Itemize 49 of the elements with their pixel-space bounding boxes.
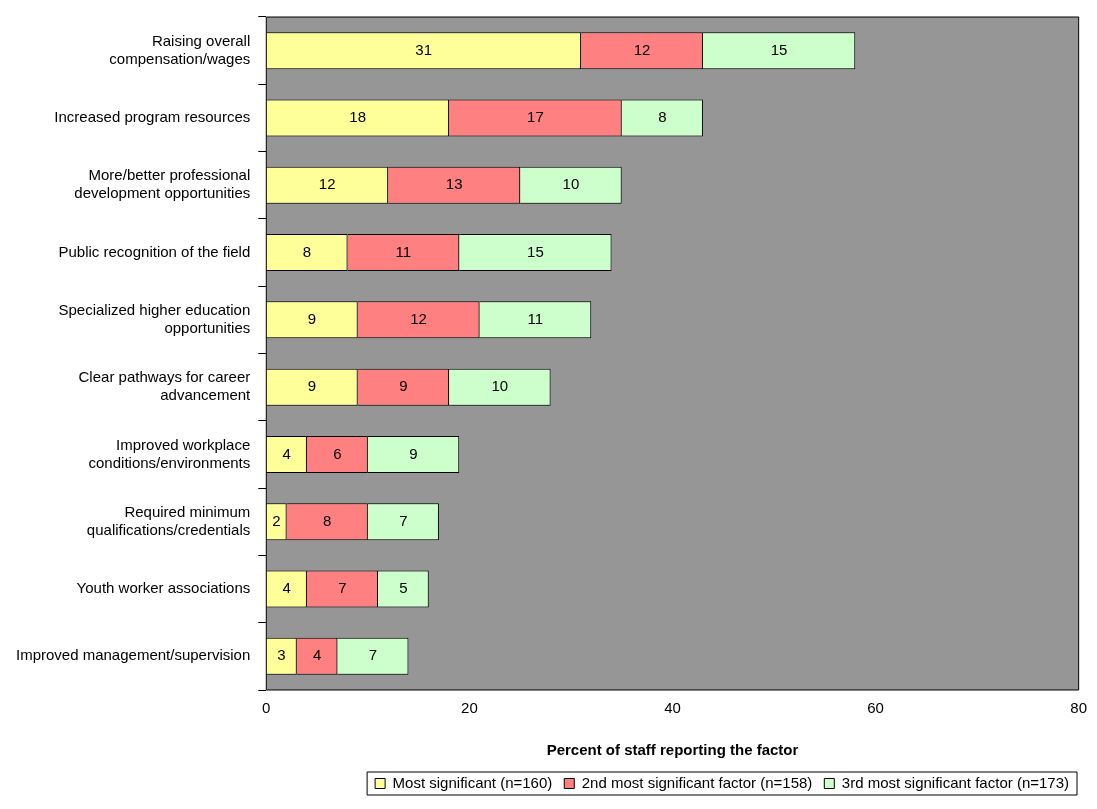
x-tick-label: 20 bbox=[461, 699, 478, 717]
y-tick-label: Raising overall compensation/wages bbox=[109, 31, 251, 67]
data-label: 9 bbox=[307, 309, 317, 327]
y-tick-label: Improved management/supervision bbox=[15, 646, 251, 664]
data-label: 17 bbox=[527, 108, 544, 126]
data-label: 11 bbox=[395, 242, 412, 260]
data-label: 2 bbox=[272, 511, 281, 529]
y-tick-label: Improved workplace conditions/environments bbox=[88, 435, 251, 471]
data-label: 7 bbox=[338, 579, 347, 597]
x-tick-label: 60 bbox=[867, 699, 884, 717]
data-label: 31 bbox=[415, 40, 433, 58]
x-axis-title: Percent of staff reporting the factor bbox=[546, 741, 799, 759]
y-tick-label: Increased program resources bbox=[54, 108, 251, 126]
data-label: 4 bbox=[282, 444, 291, 462]
data-label: 9 bbox=[307, 377, 317, 395]
data-label: 7 bbox=[399, 511, 408, 529]
data-label: 15 bbox=[770, 40, 788, 58]
x-tick-label: 0 bbox=[262, 699, 271, 717]
data-label: 10 bbox=[491, 377, 509, 395]
data-label: 13 bbox=[445, 175, 463, 193]
data-label: 4 bbox=[312, 646, 322, 664]
x-tick-label: 40 bbox=[664, 699, 681, 717]
data-label: 12 bbox=[318, 175, 336, 193]
x-tick-label: 80 bbox=[1070, 699, 1087, 717]
data-label: 11 bbox=[527, 309, 544, 327]
data-label: 8 bbox=[658, 108, 667, 126]
legend-label: 2nd most significant factor (n=158) bbox=[581, 773, 813, 791]
data-label: 12 bbox=[633, 40, 651, 58]
y-tick-label: Clear pathways for career advancement bbox=[78, 368, 252, 404]
data-label: 7 bbox=[368, 646, 378, 664]
data-label: 12 bbox=[410, 309, 427, 327]
data-label: 8 bbox=[323, 511, 332, 529]
data-label: 10 bbox=[562, 175, 580, 193]
legend-label: 3rd most significant factor (n=173) bbox=[841, 773, 1070, 791]
y-tick-label: Required minimum qualifications/credentials bbox=[86, 502, 251, 538]
data-label: 5 bbox=[399, 579, 408, 597]
data-label: 6 bbox=[333, 444, 342, 462]
y-tick-label: Public recognition of the field bbox=[58, 242, 251, 260]
data-label: 3 bbox=[277, 646, 286, 664]
data-label: 8 bbox=[302, 242, 312, 260]
data-label: 15 bbox=[527, 242, 544, 260]
data-label: 9 bbox=[409, 444, 418, 462]
y-tick-label: More/better professional development opportunities bbox=[74, 166, 251, 202]
data-label: 4 bbox=[282, 579, 291, 597]
y-tick-label: Specialized higher education opportunities bbox=[58, 300, 251, 336]
y-tick-label: Youth worker associations bbox=[76, 579, 251, 597]
data-label: 9 bbox=[399, 377, 408, 395]
data-label: 18 bbox=[349, 108, 367, 126]
legend-label: Most significant (n=160) bbox=[392, 773, 553, 791]
